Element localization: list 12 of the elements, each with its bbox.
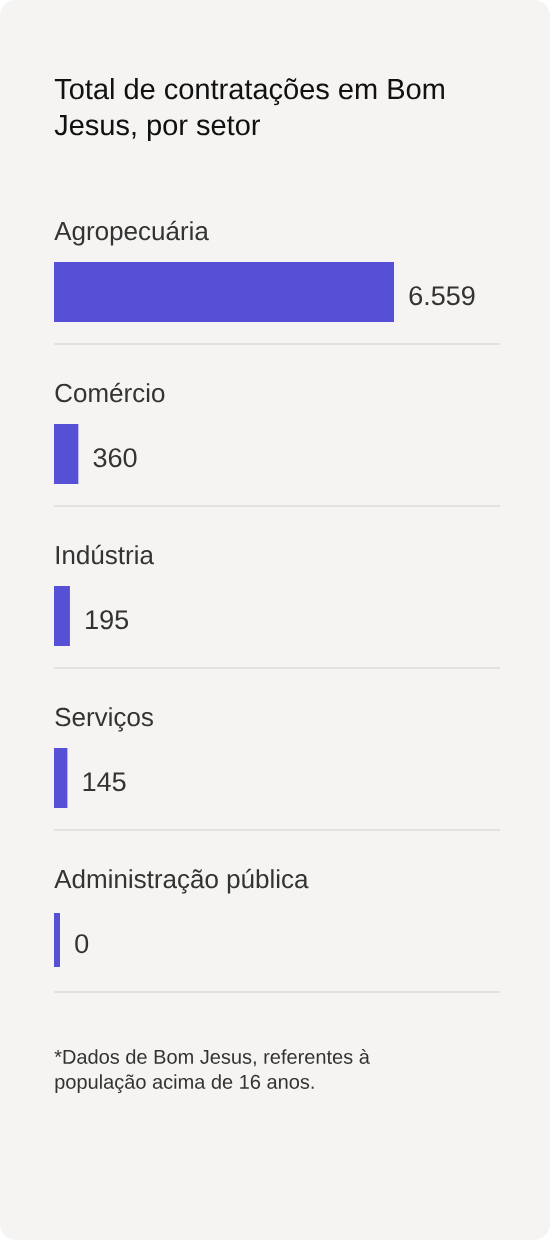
y-tick-label: Agropecuária (54, 220, 209, 246)
y-tick-label: Serviços (55, 707, 153, 732)
chart-title: Total de contratações em Bom Jesus, por setor (54, 78, 444, 142)
text: *Dados de Bom Jesus, referentes à população acima de 16 anos. (54, 1049, 370, 1093)
y-tick-label: Comércio (55, 382, 165, 403)
data-label: 0 (75, 934, 89, 954)
data-label: 145 (83, 772, 126, 792)
y-tick-label: Indústria (56, 544, 154, 565)
data-label: 6.559 (409, 286, 475, 306)
y-tick-label: Administração pública (54, 868, 309, 894)
data-label: 360 (93, 448, 137, 468)
data-label: 195 (86, 610, 129, 630)
